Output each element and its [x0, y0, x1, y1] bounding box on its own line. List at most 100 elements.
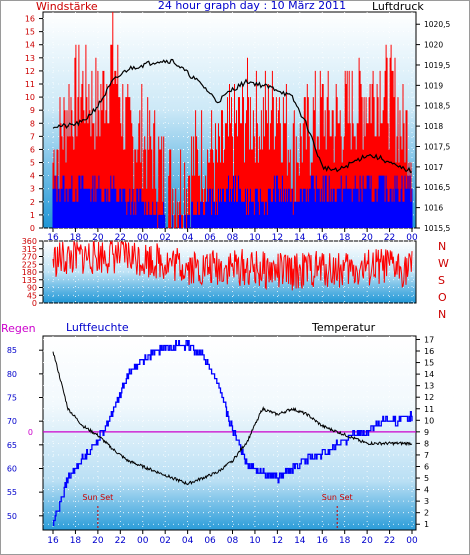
y-tick-label: 315 [22, 245, 37, 254]
temperature-line [52, 351, 413, 486]
y2-tick-label: 1016,5 [424, 183, 450, 192]
y-tick-label: 60 [7, 464, 17, 473]
x-tick-label: 16 [317, 233, 329, 243]
y2-tick-label: 1015,5 [424, 224, 450, 233]
x-tick-label: 12 [272, 233, 283, 243]
y2-tick-label: 3 [424, 497, 429, 506]
y2-tick-label: 5 [424, 474, 429, 483]
pressure-line [52, 58, 413, 174]
y-tick-label: 70 [7, 417, 17, 426]
x-tick-label: 20 [361, 536, 373, 546]
y-tick-label: 6 [30, 145, 35, 154]
x-tick-label: 00 [406, 536, 418, 546]
x-tick-label: 00 [406, 233, 418, 243]
y2-tick-label: 15 [424, 359, 434, 368]
x-tick-label: 22 [384, 233, 395, 243]
y-tick-label: 180 [22, 268, 37, 277]
x-tick-label: 14 [294, 536, 306, 546]
y2-tick-label: 1020,5 [424, 20, 450, 29]
direction-letter: S [438, 274, 445, 287]
y-tick-label: 16 [25, 15, 35, 24]
axes: 0123456789101112131415161015,510161016,5… [7, 15, 451, 546]
y2-tick-label: 1017,5 [424, 142, 450, 151]
y2-tick-label: 1019,5 [424, 61, 450, 70]
y-tick-label: 225 [22, 260, 37, 269]
x-tick-label: 10 [249, 233, 261, 243]
y2-tick-label: 14 [424, 370, 434, 379]
y-tick-label: 9 [30, 106, 35, 115]
wind-base-series [52, 175, 413, 228]
x-tick-label: 10 [249, 536, 261, 546]
temperature-title: Temperatur [311, 321, 376, 334]
direction-letter: W [438, 257, 449, 270]
x-tick-label: 00 [137, 536, 149, 546]
y-tick-label: 75 [7, 394, 17, 403]
x-tick-label: 22 [115, 536, 126, 546]
x-tick-label: 18 [70, 536, 82, 546]
sun-set-label: Sun Set [322, 493, 353, 502]
y-tick-label: 0 [30, 224, 35, 233]
y-tick-label: 3 [30, 185, 35, 194]
y-tick-label: 0 [32, 299, 37, 308]
y-tick-label: 14 [25, 41, 35, 50]
x-tick-label: 18 [70, 233, 82, 243]
y-tick-label: 10 [25, 93, 35, 102]
y2-tick-label: 13 [424, 382, 434, 391]
y-tick-label: 5 [30, 159, 35, 168]
y2-tick-label: 17 [424, 335, 434, 344]
y-tick-label: 85 [7, 346, 17, 355]
x-tick-label: 12 [272, 536, 283, 546]
x-tick-label: 18 [339, 233, 351, 243]
y2-tick-label: 1016 [424, 204, 443, 213]
y-tick-label: 11 [25, 80, 35, 89]
y-tick-label: 45 [27, 291, 37, 300]
x-tick-label: 02 [159, 233, 170, 243]
rain-title: Regen [1, 322, 36, 335]
y2-tick-label: 1018 [424, 122, 443, 131]
y-tick-label: 13 [25, 54, 35, 63]
y2-tick-label: 12 [424, 393, 434, 402]
y2-tick-label: 4 [424, 486, 429, 495]
wind-title: Windstärke [36, 0, 98, 13]
y2-tick-label: 10 [424, 416, 434, 425]
y2-tick-label: 11 [424, 405, 434, 414]
y-tick-label: 15 [25, 28, 35, 37]
pressure-title: Luftdruck [372, 0, 424, 13]
x-tick-label: 20 [92, 536, 104, 546]
rain-tick-label: 0 [28, 428, 33, 437]
sun-set-markers: Sun Set Sun Set [82, 493, 353, 530]
y-tick-label: 1 [30, 211, 35, 220]
x-tick-label: 20 [361, 233, 373, 243]
wind-base-bars [52, 175, 413, 228]
humidity-grid [43, 336, 416, 530]
y-tick-label: 80 [7, 370, 17, 379]
y2-tick-label: 1020 [424, 41, 443, 50]
humidity-title: Luftfeuchte [66, 321, 129, 334]
y-tick-label: 65 [7, 441, 17, 450]
direction-letter: N [438, 240, 446, 253]
y2-tick-label: 1018,5 [424, 102, 450, 111]
y-tick-label: 50 [7, 512, 17, 521]
y-tick-label: 270 [22, 253, 37, 262]
x-tick-label: 04 [182, 536, 194, 546]
y2-tick-label: 1019 [424, 81, 443, 90]
x-tick-label: 08 [227, 233, 239, 243]
y-tick-label: 12 [25, 67, 35, 76]
x-tick-label: 16 [47, 233, 59, 243]
y2-tick-label: 7 [424, 451, 429, 460]
x-tick-label: 20 [92, 233, 104, 243]
y2-tick-label: 16 [424, 347, 434, 356]
y2-tick-label: 8 [424, 439, 429, 448]
direction-line [52, 239, 413, 291]
x-tick-label: 04 [182, 233, 194, 243]
y-tick-label: 8 [30, 119, 35, 128]
y-tick-label: 360 [22, 237, 37, 246]
y-tick-label: 55 [7, 488, 17, 497]
y2-tick-label: 2 [424, 509, 429, 518]
y2-tick-label: 9 [424, 428, 429, 437]
x-tick-label: 18 [339, 536, 351, 546]
y-tick-label: 7 [30, 132, 35, 141]
x-tick-label: 22 [384, 536, 395, 546]
